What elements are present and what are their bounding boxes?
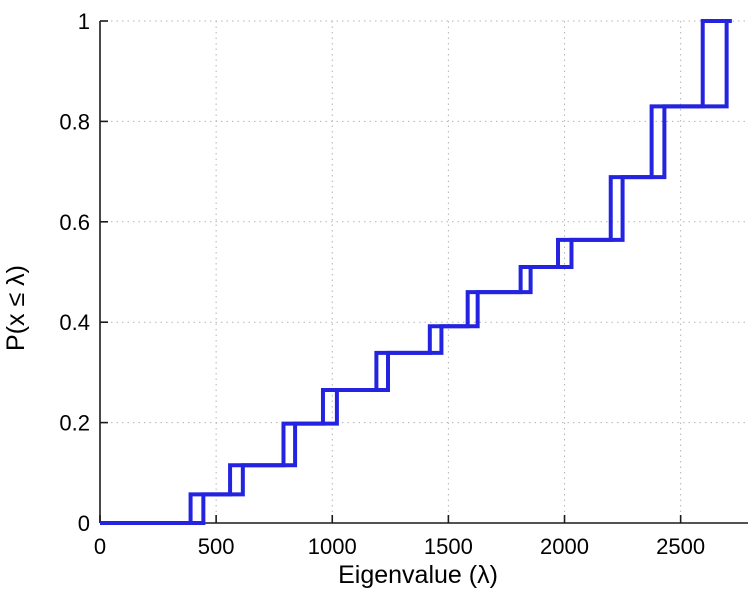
- cdf-curve-cdf-early: [100, 19, 732, 525]
- x-axis-label: Eigenvalue (λ): [338, 561, 498, 589]
- axes: [99, 21, 748, 524]
- x-tick-label: 500: [198, 534, 235, 559]
- y-tick-label: 0.4: [59, 310, 90, 335]
- y-tick-label: 0.8: [59, 109, 90, 134]
- x-tick-label: 0: [94, 534, 106, 559]
- x-tick-label: 1000: [308, 534, 357, 559]
- x-tick-label: 2500: [656, 534, 705, 559]
- x-tick-label: 1500: [424, 534, 473, 559]
- tick-marks: [99, 20, 682, 524]
- y-axis-label: P(x ≤ λ): [2, 265, 30, 351]
- tick-labels: 0 500 1000 1500 2000 2500 0 0.2 0.4 0.6 0.8 1: [59, 9, 705, 559]
- cdf-curve-cdf-late: [100, 19, 732, 525]
- y-tick-label: 0.6: [59, 210, 90, 235]
- gridlines: [100, 20, 748, 523]
- y-tick-label: 0: [78, 511, 90, 536]
- x-tick-label: 2000: [540, 534, 589, 559]
- y-tick-label: 1: [78, 9, 90, 34]
- y-tick-label: 0.2: [59, 411, 90, 436]
- cdf-curves: [100, 19, 732, 525]
